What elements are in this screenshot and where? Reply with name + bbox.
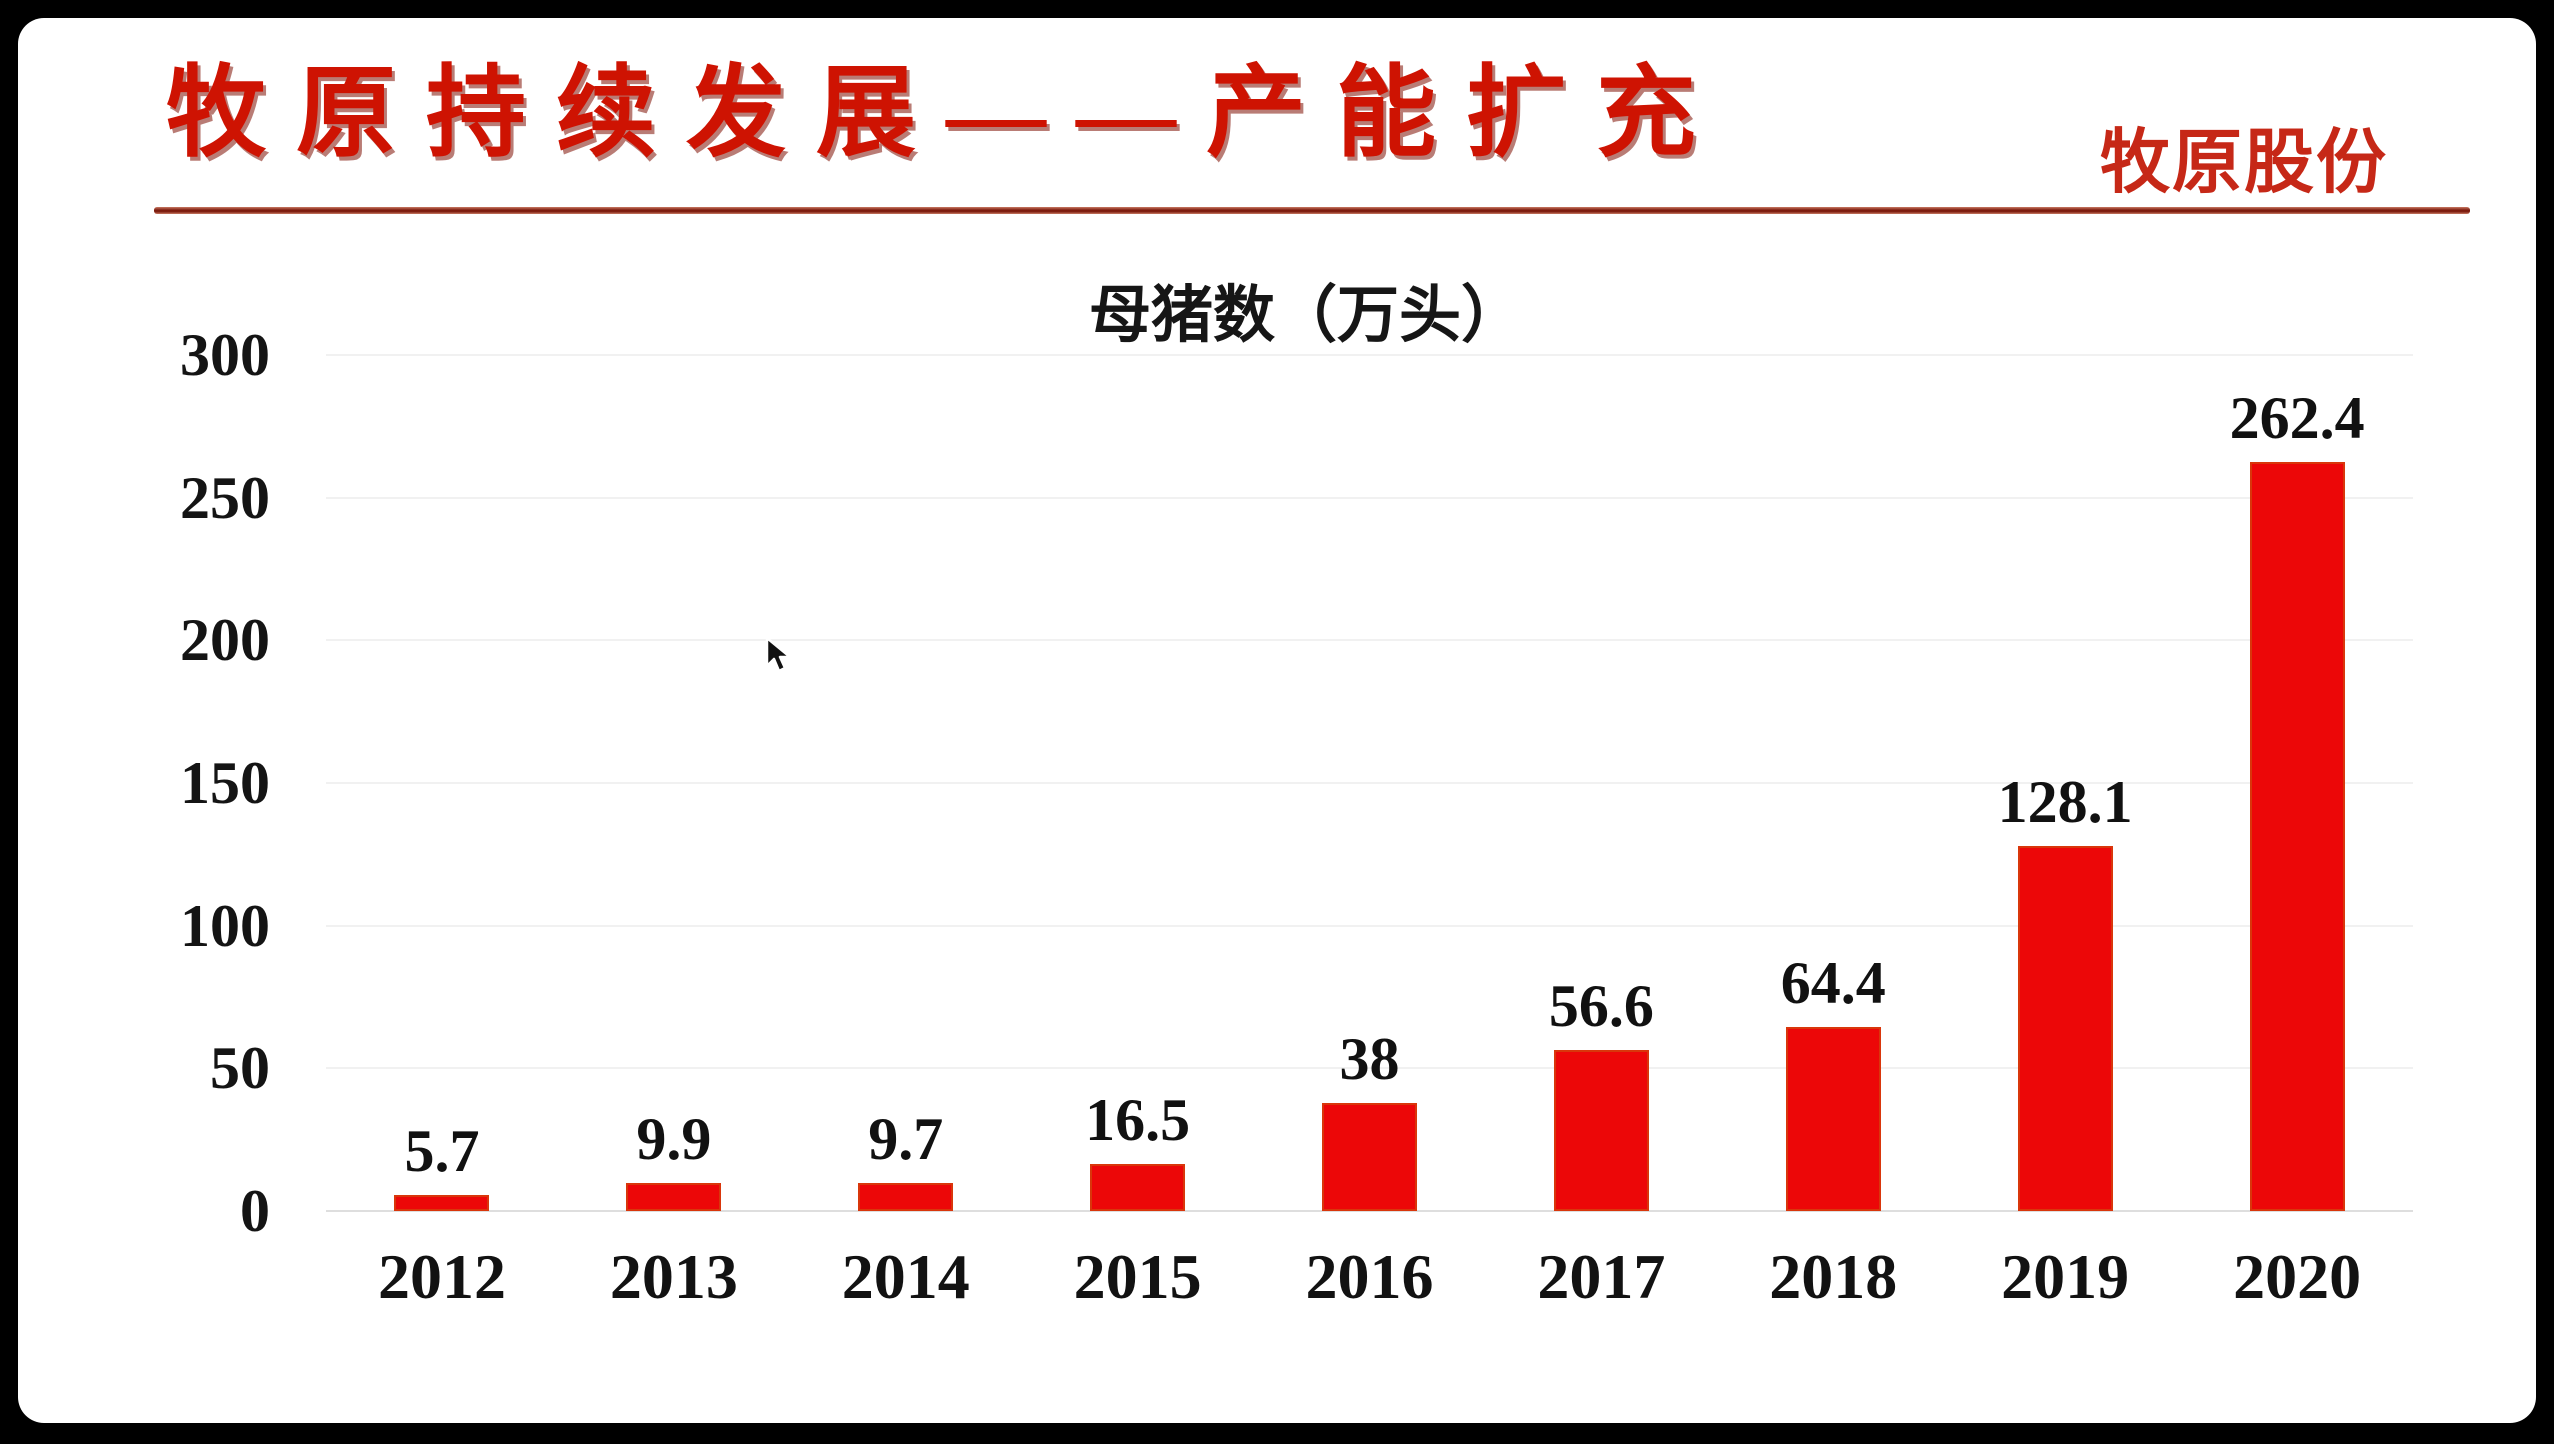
bar-value-label-2012: 5.7 xyxy=(404,1117,480,1184)
y-axis-label-150: 150 xyxy=(180,750,270,816)
bar-value-label-2015: 16.5 xyxy=(1085,1086,1191,1153)
gridline-100 xyxy=(326,924,2413,927)
gridline-300 xyxy=(326,354,2413,356)
bar-value-label-2013: 9.9 xyxy=(636,1105,712,1172)
y-axis-label-0: 0 xyxy=(240,1178,270,1244)
y-axis-label-100: 100 xyxy=(180,892,270,959)
bar-2019 xyxy=(2017,845,2113,1211)
bar-2014 xyxy=(858,1183,954,1211)
bar-2020 xyxy=(2249,462,2345,1211)
x-axis-label-2015: 2015 xyxy=(1073,1241,1202,1312)
bar-value-label-2014: 9.7 xyxy=(868,1106,944,1173)
y-axis-label-300: 300 xyxy=(180,322,270,388)
bar-2013 xyxy=(626,1182,722,1211)
x-axis-label-2016: 2016 xyxy=(1305,1241,1434,1312)
gridline-200 xyxy=(326,639,2413,642)
bar-2018 xyxy=(1785,1027,1881,1211)
grid-layer xyxy=(326,354,2413,1212)
bar-column-2019: 128.1 xyxy=(1949,355,2181,1211)
bar-2012 xyxy=(394,1194,490,1211)
bar-column-2016: 38 xyxy=(1254,355,1486,1211)
bar-2016 xyxy=(1322,1102,1417,1211)
x-axis-label-2017: 2017 xyxy=(1537,1241,1666,1312)
bar-value-label-2018: 64.4 xyxy=(1780,950,1886,1017)
bar-2015 xyxy=(1090,1163,1186,1211)
gridline-150 xyxy=(326,782,2413,784)
slide: 牧原持续发展——产能扩充 牧原股份 母猪数（万头） 0 50 100 150 200 25… xyxy=(18,18,2536,1423)
plot-area: 5.7 9.9 9.7 16.5 38 56.6 64.4 128.1 262.4 xyxy=(326,355,2413,1211)
bar-column-2018: 64.4 xyxy=(1717,355,1949,1211)
bar-column-2020: 262.4 xyxy=(2181,355,2413,1211)
y-axis-label-250: 250 xyxy=(180,464,270,531)
gridline-50 xyxy=(326,1067,2413,1070)
x-axis-label-2013: 2013 xyxy=(609,1241,738,1312)
bar-value-label-2020: 262.4 xyxy=(2229,385,2365,452)
bar-column-2014: 9.7 xyxy=(790,355,1022,1211)
bar-2017 xyxy=(1553,1049,1649,1211)
x-axis-label-2020: 2020 xyxy=(2233,1241,2362,1312)
y-axis-label-50: 50 xyxy=(210,1035,270,1102)
bar-column-2015: 16.5 xyxy=(1022,355,1254,1211)
y-axis-labels: 0 50 100 150 200 250 300 xyxy=(128,325,270,1241)
bar-value-label-2017: 56.6 xyxy=(1548,972,1654,1039)
gridline-250 xyxy=(326,496,2413,499)
title-underline xyxy=(154,207,2470,214)
bar-column-2013: 9.9 xyxy=(558,355,790,1211)
bar-value-label-2016: 38 xyxy=(1339,1025,1400,1092)
y-axis-label-200: 200 xyxy=(180,607,270,674)
bar-value-label-2019: 128.1 xyxy=(1997,768,2133,835)
gridline-0 xyxy=(326,1210,2413,1212)
bar-column-2017: 56.6 xyxy=(1485,355,1717,1211)
x-axis-label-2014: 2014 xyxy=(841,1241,970,1312)
brand-text: 牧原股份 xyxy=(2100,125,2388,202)
bar-column-2012: 5.7 xyxy=(326,355,558,1211)
x-axis-label-2019: 2019 xyxy=(2001,1241,2130,1312)
slide-title: 牧原持续发展——产能扩充 xyxy=(166,58,1726,169)
x-axis-label-2018: 2018 xyxy=(1769,1241,1898,1312)
chart-title: 母猪数（万头） xyxy=(1088,282,1524,350)
x-axis-labels: 2012 2013 2014 2015 2016 2017 2018 2019 2020 xyxy=(326,1245,2413,1309)
x-axis-label-2012: 2012 xyxy=(377,1241,506,1312)
